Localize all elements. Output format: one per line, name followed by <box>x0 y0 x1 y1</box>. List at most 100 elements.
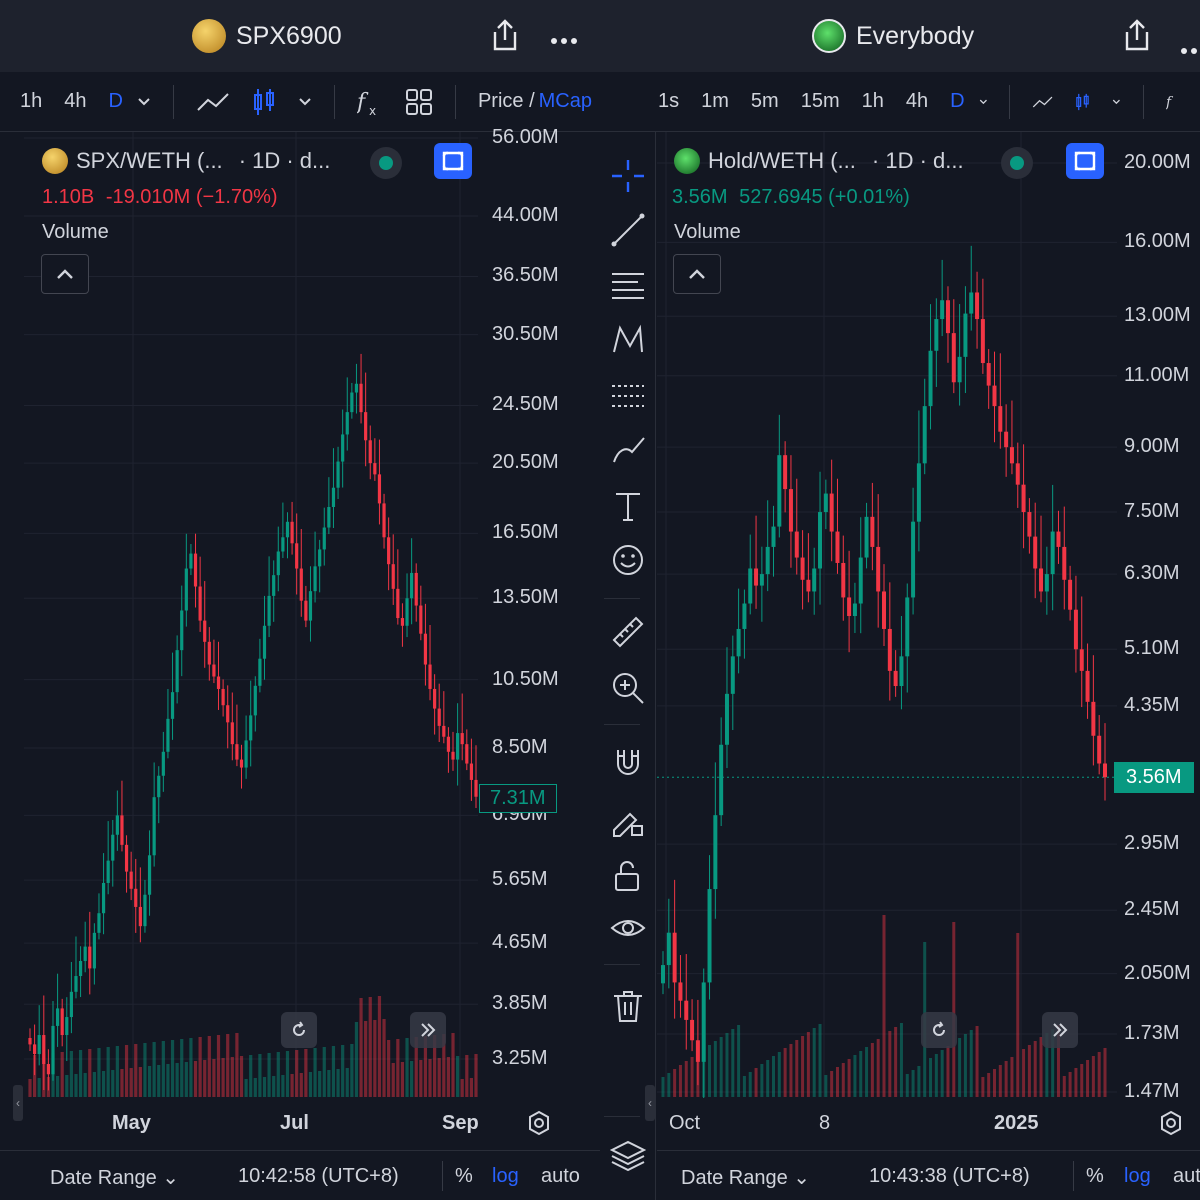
drawing-toolbar <box>600 132 656 1200</box>
collapse-legend-button[interactable] <box>41 254 89 294</box>
percent-toggle[interactable]: % <box>455 1165 473 1187</box>
candle-body <box>893 670 898 687</box>
chevron-down-icon[interactable] <box>1112 97 1121 107</box>
unlock-icon[interactable] <box>610 858 646 894</box>
price-toggle[interactable]: Price / <box>477 90 535 112</box>
date-range-button[interactable]: Date Range ⌄ <box>50 1167 180 1189</box>
reset-icon <box>933 1021 945 1036</box>
price-tick-label: 10.50M <box>492 667 559 690</box>
candle-body <box>719 744 724 816</box>
chevron-down-icon[interactable] <box>298 97 312 107</box>
line-chart-icon[interactable] <box>1032 90 1053 114</box>
volume-bar <box>327 1070 331 1097</box>
volume-bar <box>244 1079 248 1097</box>
mcap-toggle[interactable]: MCap <box>538 90 592 112</box>
left-panel-handle[interactable]: ‹ <box>13 1085 23 1121</box>
lock-drawing-icon[interactable] <box>610 802 646 838</box>
candle-body <box>870 516 875 547</box>
interval-4h[interactable]: 4h <box>905 90 929 112</box>
fullscreen-button[interactable] <box>434 143 472 179</box>
interval-1h[interactable]: 1h <box>861 90 884 112</box>
settings-gear-icon[interactable] <box>526 1110 552 1136</box>
volume-bar <box>345 1068 349 1097</box>
price-tick-label: 7.50M <box>1124 500 1180 523</box>
text-icon[interactable] <box>610 488 646 524</box>
zoom-in-icon[interactable] <box>610 670 646 706</box>
left-candle-chart[interactable] <box>0 132 600 1150</box>
log-toggle[interactable]: log <box>1124 1165 1151 1187</box>
volume-bar <box>981 1077 985 1097</box>
magnet-icon[interactable] <box>610 746 646 782</box>
candle-body <box>382 503 386 538</box>
interval-1m[interactable]: 1m <box>701 90 729 112</box>
right-panel-handle[interactable]: ‹ <box>645 1085 655 1121</box>
interval-1s[interactable]: 1s <box>658 90 680 112</box>
right-legend-title[interactable]: Hold/WETH (... · 1D · d... <box>674 148 964 174</box>
projection-icon[interactable] <box>610 378 646 414</box>
candle-body <box>410 572 414 599</box>
indicators-fx-icon[interactable]: f <box>1166 87 1178 117</box>
share-icon[interactable] <box>490 18 520 59</box>
right-candle-chart[interactable] <box>657 132 1200 1150</box>
reset-chart-button[interactable] <box>921 1012 957 1048</box>
interval-1h[interactable]: 1h <box>20 90 43 112</box>
more-icon[interactable] <box>1180 32 1200 63</box>
chevron-down-icon[interactable] <box>979 97 988 107</box>
volume-bar <box>258 1054 262 1097</box>
crosshair-icon[interactable] <box>610 158 646 194</box>
date-range-button[interactable]: Date Range ⌄ <box>681 1167 811 1189</box>
interval-d[interactable]: D <box>950 90 965 112</box>
candle-body <box>405 598 409 626</box>
collapse-legend-button[interactable] <box>673 254 721 294</box>
emoji-icon[interactable] <box>610 542 646 578</box>
scroll-to-latest-button[interactable] <box>1042 1012 1078 1048</box>
auto-toggle[interactable]: aut <box>1173 1165 1200 1187</box>
candle-type-icon[interactable] <box>252 87 276 117</box>
volume-bar <box>998 1065 1002 1097</box>
right-token-name: Everybody <box>856 21 975 50</box>
interval-5m[interactable]: 5m <box>750 90 779 112</box>
candle-body <box>88 946 92 969</box>
brush-icon[interactable] <box>610 432 646 468</box>
volume-bar <box>690 1057 694 1097</box>
trash-icon[interactable] <box>610 988 646 1024</box>
candle-body <box>111 834 115 861</box>
more-icon[interactable] <box>550 22 578 53</box>
scroll-to-latest-button[interactable] <box>410 1012 446 1048</box>
candle-body <box>759 574 764 586</box>
volume-bar <box>115 1046 119 1097</box>
log-toggle[interactable]: log <box>492 1165 519 1187</box>
chevron-down-icon[interactable] <box>137 97 151 107</box>
reset-chart-button[interactable] <box>281 1012 317 1048</box>
candle-body <box>32 1044 37 1055</box>
live-status-dot <box>370 147 402 179</box>
settings-gear-icon[interactable] <box>1158 1110 1184 1136</box>
auto-toggle[interactable]: auto <box>541 1165 580 1187</box>
fullscreen-button[interactable] <box>1066 143 1104 179</box>
volume-bar <box>667 1073 671 1097</box>
layout-grid-icon[interactable] <box>405 88 433 116</box>
candle-body <box>46 1064 50 1075</box>
layers-icon[interactable] <box>610 1138 646 1174</box>
divider <box>1073 1161 1074 1191</box>
percent-toggle[interactable]: % <box>1086 1165 1104 1187</box>
volume-bar <box>777 1052 781 1097</box>
trend-line-icon[interactable] <box>610 212 646 248</box>
share-icon[interactable] <box>1122 18 1152 59</box>
interval-4h[interactable]: 4h <box>64 90 87 112</box>
left-legend-title[interactable]: SPX/WETH (... · 1D · d... <box>42 148 330 174</box>
time-tick-may: May <box>112 1112 151 1134</box>
eye-icon[interactable] <box>610 912 646 948</box>
candle-type-icon[interactable] <box>1075 87 1090 117</box>
double-chevron-right-icon <box>421 1023 436 1037</box>
line-chart-icon[interactable] <box>196 90 230 114</box>
ruler-icon[interactable] <box>610 614 646 650</box>
pattern-icon[interactable] <box>610 322 646 358</box>
interval-15m[interactable]: 15m <box>800 90 840 112</box>
interval-d[interactable]: D <box>108 90 123 112</box>
mcap-value: 3.56M <box>672 186 728 208</box>
fib-icon[interactable] <box>610 268 646 304</box>
time-tick-8: 8 <box>819 1112 831 1134</box>
candle-body <box>318 549 322 567</box>
